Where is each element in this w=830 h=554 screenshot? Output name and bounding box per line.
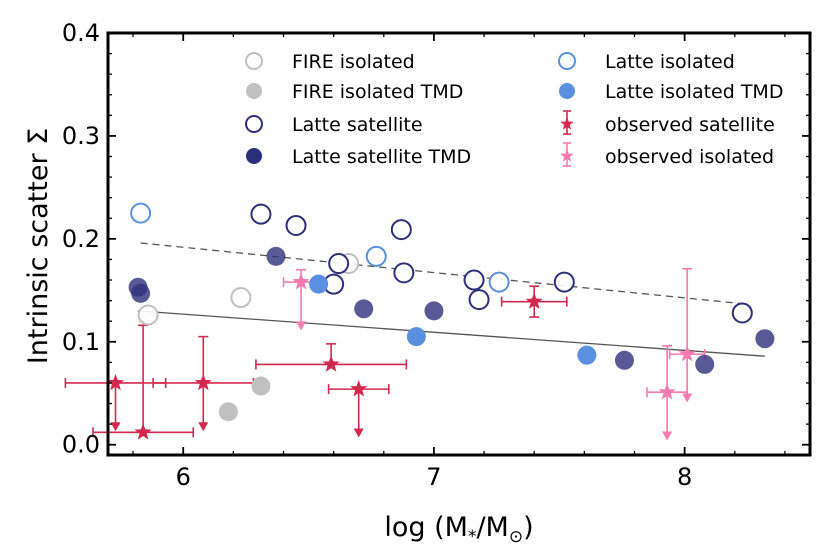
legend-item: Latte satellite xyxy=(245,114,423,136)
plot-frame xyxy=(106,31,812,457)
star-marker xyxy=(678,345,696,362)
star-marker xyxy=(322,355,340,372)
star-marker xyxy=(525,292,543,309)
latte-satellite-tmd-point xyxy=(614,350,634,370)
fire-isolated-tmd-point xyxy=(251,376,271,396)
latte-satellite-tmd-point xyxy=(695,354,715,374)
legend-label: FIRE isolated TMD xyxy=(292,81,463,103)
x-tick-label: 8 xyxy=(677,463,692,491)
legend-label: Latte satellite TMD xyxy=(292,146,471,168)
observed-satellite-point xyxy=(327,380,390,438)
star-marker xyxy=(292,273,310,290)
fire-isolated-point xyxy=(137,304,159,326)
legend-label: observed isolated xyxy=(605,146,774,168)
legend-item: observed satellite xyxy=(560,110,775,136)
y-tick-label: 0.3 xyxy=(62,122,100,150)
upper-limit-arrow xyxy=(353,428,364,438)
latte-isolated-point xyxy=(488,271,510,293)
observed-satellite-point xyxy=(92,324,195,440)
legend-item: Latte isolated xyxy=(558,51,735,73)
latte-satellite-point xyxy=(250,203,272,225)
legend-label: Latte isolated TMD xyxy=(605,81,783,103)
legend-item: observed isolated xyxy=(560,142,774,168)
latte-satellite-point xyxy=(285,214,307,236)
latte-isolated-point xyxy=(365,245,387,267)
latte-satellite-tmd-point xyxy=(131,283,151,303)
upper-limit-arrow xyxy=(198,422,209,432)
solid-fit-line xyxy=(138,310,765,357)
y-tick-label: 0.1 xyxy=(62,328,100,356)
upper-limit-arrow xyxy=(110,422,121,432)
legend-item: FIRE isolated TMD xyxy=(246,81,463,103)
observed-isolated-point xyxy=(646,345,688,441)
latte-satellite-point xyxy=(553,271,575,293)
star-marker xyxy=(194,374,212,391)
legend-label: FIRE isolated xyxy=(292,51,415,73)
observed-satellite-point xyxy=(500,285,568,318)
y-tick-label: 0.2 xyxy=(62,225,100,253)
latte-isolated-tmd-point xyxy=(406,327,426,347)
legend-marker-open xyxy=(245,115,263,133)
star-marker xyxy=(658,383,676,400)
x-axis-label: log (M*/M⊙) xyxy=(384,512,533,547)
upper-limit-arrow xyxy=(296,321,307,331)
legend-label: Latte satellite xyxy=(292,114,423,136)
upper-limit-arrow xyxy=(662,431,673,441)
latte-satellite-tmd-point xyxy=(266,246,286,266)
latte-satellite-point xyxy=(468,289,490,311)
observed-satellite-point xyxy=(255,343,408,372)
legend-item: Latte satellite TMD xyxy=(246,146,471,168)
fit-lines-layer xyxy=(138,242,765,357)
latte-satellite-tmd-point xyxy=(354,299,374,319)
y-tick-label: 0.4 xyxy=(62,19,100,47)
observed-satellite-point xyxy=(152,335,255,432)
legend-label: Latte isolated xyxy=(605,51,735,73)
observed-satellite-point xyxy=(64,374,167,432)
star-marker xyxy=(134,423,152,440)
y-tick-label: 0.0 xyxy=(62,431,100,459)
latte-satellite-point xyxy=(328,253,350,275)
legend-marker-filled xyxy=(559,83,575,99)
legend-marker-open xyxy=(245,52,263,70)
legend-marker-open xyxy=(558,52,576,70)
x-tick-label: 6 xyxy=(176,463,191,491)
latte-satellite-point xyxy=(463,269,485,291)
fire-isolated-tmd-point xyxy=(218,402,238,422)
legend-item: FIRE isolated xyxy=(245,51,415,73)
legend-marker-filled xyxy=(246,83,262,99)
latte-isolated-tmd-point xyxy=(577,345,597,365)
simulated-points-layer xyxy=(128,202,775,422)
observed-points-layer xyxy=(64,267,706,441)
star-marker xyxy=(350,380,368,397)
dashed-fit-line xyxy=(140,242,743,305)
observed-isolated-point xyxy=(668,267,706,403)
latte-isolated-tmd-point xyxy=(309,274,329,294)
legend-star-marker xyxy=(560,149,574,162)
latte-satellite-tmd-point xyxy=(755,329,775,349)
legend-star-marker xyxy=(560,117,574,130)
axes: 6 7 8 0.0 0.1 0.2 0.3 0.4 xyxy=(62,19,812,491)
latte-satellite-point xyxy=(393,262,415,284)
latte-satellite-point xyxy=(731,302,753,324)
x-tick-label: 7 xyxy=(426,463,441,491)
legend-item: Latte isolated TMD xyxy=(559,81,783,103)
legend: FIRE isolated FIRE isolated TMD Latte sate… xyxy=(245,51,783,168)
latte-satellite-tmd-point xyxy=(424,301,444,321)
legend-marker-filled xyxy=(246,148,262,164)
fire-isolated-point xyxy=(230,287,252,309)
legend-label: observed satellite xyxy=(605,114,775,136)
latte-isolated-point xyxy=(130,202,152,224)
latte-satellite-point xyxy=(390,219,412,241)
star-marker xyxy=(107,374,125,391)
upper-limit-arrow xyxy=(682,393,693,403)
y-axis-label: Intrinsic scatter Σ xyxy=(23,128,54,364)
